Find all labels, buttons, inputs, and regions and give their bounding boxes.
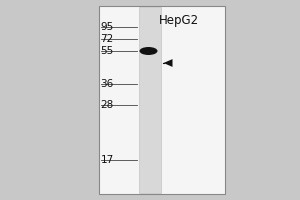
Text: 72: 72 (100, 34, 114, 44)
Ellipse shape (140, 47, 158, 55)
Text: 17: 17 (100, 155, 114, 165)
Bar (99, 6, 225, 194)
Text: HepG2: HepG2 (158, 14, 199, 27)
Text: 28: 28 (100, 100, 114, 110)
Bar (139, 7, 161, 193)
Text: 55: 55 (100, 46, 114, 56)
Text: 95: 95 (100, 22, 114, 32)
Text: 36: 36 (100, 79, 114, 89)
Polygon shape (164, 59, 172, 67)
